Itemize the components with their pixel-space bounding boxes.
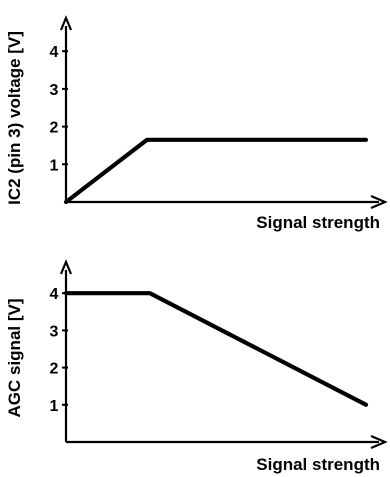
bottom-y-axis-arrow xyxy=(59,259,73,275)
bottom-y-tick-label-1: 1 xyxy=(50,398,59,415)
bottom-y-tick-label-4: 4 xyxy=(50,286,59,303)
bottom-x-axis-arrow xyxy=(370,434,388,450)
top-y-tick-label-3: 3 xyxy=(50,82,59,99)
top-series-line-0 xyxy=(63,137,369,205)
bottom-y-axis-label: AGC signal [V] xyxy=(5,298,24,417)
top-x-axis-arrow xyxy=(370,194,388,210)
top-y-axis-arrow xyxy=(59,15,73,31)
bottom-x-axis-label: Signal strength xyxy=(256,455,380,474)
top-y-tick-label-2: 2 xyxy=(50,120,59,137)
bottom-y-tick-label-2: 2 xyxy=(50,361,59,378)
top-y-axis-label: IC2 (pin 3) voltage [V] xyxy=(5,31,24,205)
top-y-tick-label-1: 1 xyxy=(50,157,59,174)
top-x-axis-label: Signal strength xyxy=(256,213,380,232)
top-y-tick-label-4: 4 xyxy=(50,44,59,61)
bottom-y-tick-label-3: 3 xyxy=(50,323,59,340)
bottom-series-line-0 xyxy=(63,291,369,407)
